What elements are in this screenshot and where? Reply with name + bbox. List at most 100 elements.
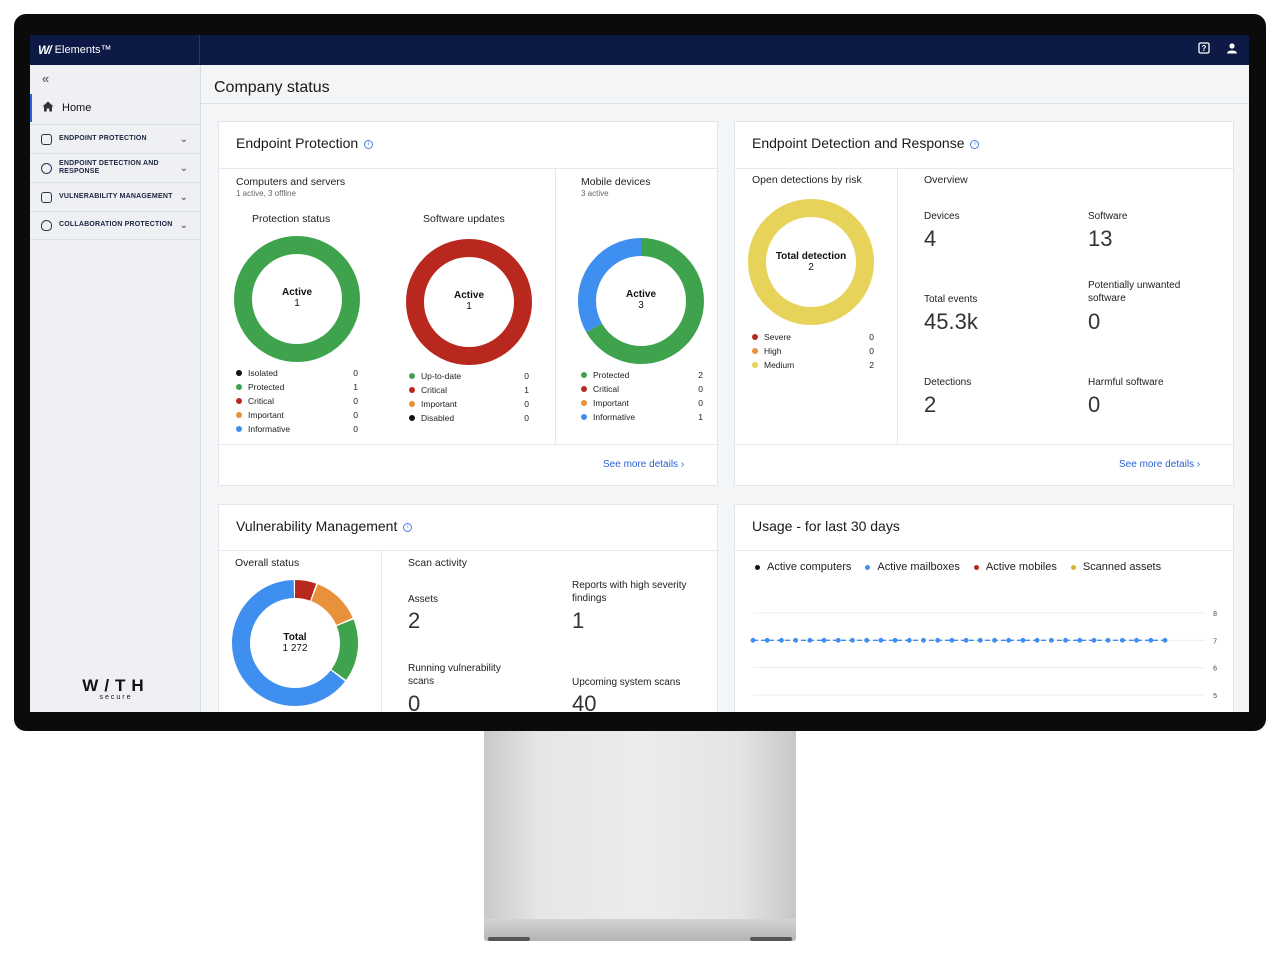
data-point[interactable]	[1063, 637, 1068, 643]
app-screen: W/ Elements™ ? « Home ENDPOINT PROTECTIO…	[30, 35, 1249, 712]
protection-status-donut[interactable]	[233, 235, 361, 363]
risk-center: Total detection 2	[763, 251, 859, 273]
data-point[interactable]	[1119, 637, 1125, 643]
app-brand[interactable]: W/ Elements™	[38, 35, 200, 65]
computers-subtitle: 1 active, 3 offline	[236, 189, 296, 198]
running-value: 0	[408, 691, 421, 712]
data-point[interactable]	[992, 637, 997, 643]
see-more-details-link[interactable]: See more details ›	[1119, 459, 1200, 470]
data-point[interactable]	[892, 637, 898, 643]
legend-row: Informative 0	[236, 422, 358, 436]
legend-value: 0	[353, 410, 358, 420]
harmful-label: Harmful software	[1088, 377, 1164, 388]
legend-name: Active mailboxes	[877, 561, 960, 573]
svg-text:?: ?	[1202, 44, 1207, 53]
data-point[interactable]	[1105, 637, 1111, 643]
data-point[interactable]	[921, 637, 926, 643]
legend-value: 1	[524, 385, 529, 395]
brand-word: W/TH	[82, 676, 150, 695]
data-point[interactable]	[977, 637, 983, 643]
target-icon	[41, 191, 52, 203]
data-point[interactable]	[1162, 637, 1168, 643]
data-point[interactable]	[1006, 637, 1012, 643]
usage-chart[interactable]: 8 7 6 5	[735, 595, 1235, 712]
legend-row: Important 0	[236, 408, 358, 422]
legend-row: Protected 2	[581, 368, 703, 382]
center-value: 1	[466, 301, 472, 312]
help-icon[interactable]: ?	[1197, 41, 1211, 55]
legend-item[interactable]: Active mobiles	[973, 561, 1057, 573]
sidebar-item-vulnerability[interactable]: VULNERABILITY MANAGEMENT ⌄	[30, 182, 200, 211]
legend-item[interactable]: Active mailboxes	[865, 561, 960, 573]
legend-dot	[581, 414, 587, 420]
data-point[interactable]	[779, 637, 784, 643]
sidebar-item-label: VULNERABILITY MANAGEMENT	[59, 192, 173, 200]
software-updates-donut[interactable]	[405, 238, 533, 366]
legend-name: Protected	[248, 382, 285, 392]
data-point[interactable]	[1048, 637, 1054, 643]
sidebar-item-edr[interactable]: ENDPOINT DETECTION AND RESPONSE ⌄	[30, 153, 200, 182]
data-point[interactable]	[807, 637, 813, 643]
data-point[interactable]	[1034, 637, 1040, 643]
info-icon[interactable]: i	[970, 139, 980, 149]
info-icon[interactable]: i	[403, 522, 413, 532]
data-point[interactable]	[963, 637, 969, 643]
collapse-sidebar-icon[interactable]: «	[42, 71, 50, 86]
legend-name: Protected	[593, 370, 630, 380]
legend-dot	[236, 384, 242, 390]
data-point[interactable]	[949, 637, 955, 643]
sidebar-item-endpoint-protection[interactable]: ENDPOINT PROTECTION ⌄	[30, 124, 200, 153]
data-point[interactable]	[793, 637, 799, 643]
user-icon[interactable]	[1225, 41, 1239, 55]
legend-dot	[755, 564, 760, 570]
data-point[interactable]	[864, 637, 870, 643]
center-label: Active	[625, 289, 656, 300]
chevron-down-icon: ⌄	[179, 162, 188, 174]
see-more-details-link[interactable]: See more details ›	[603, 459, 684, 470]
data-point[interactable]	[935, 637, 941, 643]
risk-donut[interactable]	[747, 198, 875, 326]
title-divider	[201, 103, 1249, 104]
legend-value: 0	[524, 371, 529, 381]
data-point[interactable]	[878, 637, 884, 643]
legend-row: High 0	[752, 344, 874, 358]
data-point[interactable]	[1020, 637, 1026, 643]
data-point[interactable]	[835, 637, 841, 643]
data-point[interactable]	[1148, 637, 1154, 643]
legend-dot	[236, 412, 242, 418]
sidebar-item-home[interactable]: Home	[30, 94, 200, 122]
data-point[interactable]	[764, 637, 770, 643]
data-point[interactable]	[1091, 637, 1097, 643]
center-value: 3	[638, 300, 644, 311]
legend-dot	[409, 387, 415, 393]
sidebar-item-collaboration[interactable]: COLLABORATION PROTECTION ⌄	[30, 211, 200, 240]
legend-item[interactable]: Scanned assets	[1070, 561, 1161, 573]
data-point[interactable]	[850, 637, 855, 643]
mobile-donut[interactable]	[577, 237, 705, 365]
brand-sub: secure	[99, 694, 133, 701]
data-point[interactable]	[1077, 637, 1083, 643]
data-point[interactable]	[821, 637, 827, 643]
card-title: Endpoint Protection i	[236, 135, 374, 151]
legend-value: 0	[524, 413, 529, 423]
scan-title: Scan activity	[408, 557, 467, 569]
legend-item[interactable]: Active computers	[755, 561, 851, 573]
data-point[interactable]	[1134, 637, 1139, 643]
sidebar-item-label: COLLABORATION PROTECTION	[59, 221, 173, 229]
center-label: Active	[281, 287, 312, 298]
legend-dot	[581, 372, 587, 378]
vulnerability-card: Vulnerability Management i Overall status…	[218, 504, 719, 712]
data-point[interactable]	[906, 637, 912, 643]
data-point[interactable]	[750, 637, 756, 643]
legend-name: Critical	[421, 385, 447, 395]
reports-label: Reports with high severity findings	[572, 580, 687, 604]
info-icon[interactable]: i	[364, 139, 374, 149]
top-bar: W/ Elements™ ?	[30, 35, 1249, 65]
edr-card: Endpoint Detection and Response i Open de…	[734, 121, 1235, 486]
detections-label: Detections	[924, 377, 972, 388]
legend-name: Isolated	[248, 368, 278, 378]
stand-pad-right	[750, 937, 792, 941]
risk-legend: Severe 0 High 0 Medium 2	[752, 330, 874, 372]
overall-donut[interactable]	[231, 579, 359, 707]
software-label: Software	[1088, 211, 1128, 222]
